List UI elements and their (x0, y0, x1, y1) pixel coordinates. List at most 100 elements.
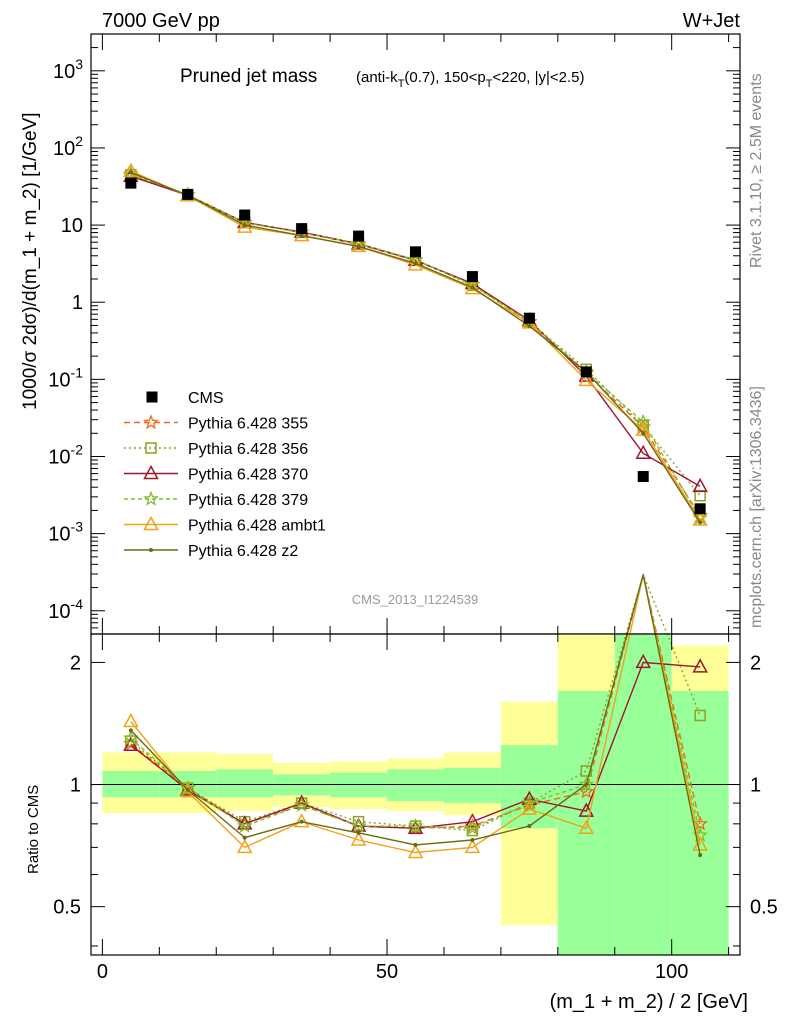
series-point-z2 (242, 223, 247, 228)
cms-point (637, 471, 649, 483)
series-point-p370 (635, 444, 651, 460)
ratio-point-ambt1 (464, 838, 481, 854)
y-tick-label: 1 (72, 292, 83, 314)
ratio-point-z2 (242, 835, 247, 840)
ratio-band-green (614, 634, 672, 955)
x-tick-label: 100 (655, 961, 688, 983)
ratio-y-tick-label: 1 (70, 775, 81, 797)
ratio-point-z2 (356, 830, 361, 835)
legend-marker-cms (146, 391, 158, 403)
ratio-point-z2 (299, 819, 304, 824)
series-line-p355 (130, 174, 701, 517)
ratio-point-p370 (635, 653, 651, 669)
series-line-p370 (130, 175, 701, 488)
ratio-y-tick-label: 0.5 (750, 897, 778, 919)
ratio-line-p379 (130, 574, 701, 836)
cms-point (125, 177, 137, 189)
ratio-point-z2 (527, 824, 532, 829)
ratio-point-ambt1 (350, 831, 367, 846)
series-point-z2 (470, 285, 475, 290)
ratio-y-tick-label: 0.5 (53, 897, 81, 919)
legend-marker-ambt1 (143, 515, 159, 531)
main-panel: 10-4 10-3 10-2 10-1 1 10 102 103 (48, 33, 741, 635)
watermark: CMS_2013_I1224539 (352, 592, 479, 607)
ratio-point-z2 (413, 842, 418, 847)
series-point-z2 (413, 261, 418, 266)
legend: CMS Pythia 6.428 355 Pythia 6.428 356 Pythi… (124, 390, 326, 560)
ratio-point-ambt1 (123, 712, 139, 728)
cms-point (296, 223, 308, 235)
ratio-y-tick-label: 1 (750, 775, 761, 797)
series-point-p370 (692, 477, 708, 493)
legend-label-z2: Pythia 6.428 z2 (188, 543, 298, 560)
ratio-point-ambt1 (236, 838, 253, 854)
legend-marker-p379 (143, 490, 159, 506)
y-tick-label: 103 (53, 56, 83, 83)
header-left: 7000 GeV pp (102, 10, 220, 32)
x-tick-label: 50 (376, 961, 398, 983)
cms-point (694, 503, 706, 515)
ratio-point-ambt1 (521, 800, 538, 815)
ratio-point-ambt1 (180, 783, 196, 798)
ratio-frame (90, 633, 741, 956)
rivet-label: Rivet 3.1.10, ≥ 2.5M events (748, 73, 765, 268)
legend-marker-p370 (143, 464, 159, 480)
series-point-p379 (635, 413, 652, 429)
series-point-ambt1 (692, 511, 708, 526)
ratio-point-p370 (123, 736, 139, 751)
ratio-y-tick-label: 2 (70, 652, 81, 674)
ratio-point-p379 (521, 794, 538, 810)
ratio-point-p370 (578, 802, 595, 817)
series-point-z2 (299, 233, 304, 238)
ratio-point-p370 (464, 813, 481, 828)
ratio-point-p379 (464, 820, 481, 836)
cms-point (523, 312, 535, 324)
ratio-point-z2 (698, 853, 703, 858)
ratio-point-p356 (466, 824, 479, 837)
ratio-band-green (557, 691, 615, 955)
ratio-point-p355 (578, 783, 595, 799)
ratio-point-z2 (470, 837, 475, 842)
ratio-point-p356 (694, 709, 706, 722)
ratio-point-p370 (692, 658, 708, 673)
y-tick-label: 102 (53, 133, 83, 160)
ratio-point-p356 (580, 765, 593, 777)
x-axis-label: (m_1 + m_2) / 2 [GeV] (550, 991, 748, 1013)
series-point-p356 (694, 489, 706, 502)
ratio-point-p370 (521, 790, 538, 805)
ratio-point-ambt1 (692, 836, 708, 851)
series-point-ambt1 (407, 256, 424, 271)
ratio-band-green (443, 767, 501, 804)
ratio-point-p379 (350, 817, 367, 833)
series-point-ambt1 (578, 371, 595, 387)
series-point-z2 (641, 431, 646, 436)
cms-point (466, 271, 478, 283)
ratio-point-p379 (293, 796, 310, 812)
ratio-point-ambt1 (407, 843, 424, 859)
ratio-y-axis-label: Ratio to CMS (25, 785, 42, 874)
series-point-z2 (698, 520, 703, 525)
y-tick-label: 10 (61, 215, 83, 237)
ratio-panel: 0 50 100 0.5 0.5 1 1 2 2 (53, 572, 778, 983)
mcplots-label: mcplots.cern.ch [arXiv:1306.3436] (748, 386, 765, 628)
y-tick-label: 10-2 (48, 442, 83, 469)
cms-point (580, 366, 592, 378)
legend-label-ambt1: Pythia 6.428 ambt1 (188, 518, 326, 535)
legend-label-p370: Pythia 6.428 370 (188, 467, 308, 484)
legend-label-p355: Pythia 6.428 355 (188, 416, 308, 433)
ratio-point-z2 (128, 728, 133, 733)
x-tick-label: 0 (97, 961, 108, 983)
cms-point (410, 246, 421, 258)
ratio-band-green (216, 769, 274, 798)
legend-label-p379: Pythia 6.428 379 (188, 492, 308, 509)
ratio-y-tick-label: 2 (750, 652, 761, 674)
series-point-z2 (527, 324, 532, 329)
legend-label-p356: Pythia 6.428 356 (188, 441, 308, 458)
legend-label-cms: CMS (188, 390, 224, 407)
series-point-z2 (356, 244, 361, 249)
cms-point (182, 188, 194, 200)
legend-marker-p355 (143, 414, 159, 430)
ratio-line-ambt1 (130, 574, 701, 854)
ratio-point-ambt1 (293, 813, 310, 828)
